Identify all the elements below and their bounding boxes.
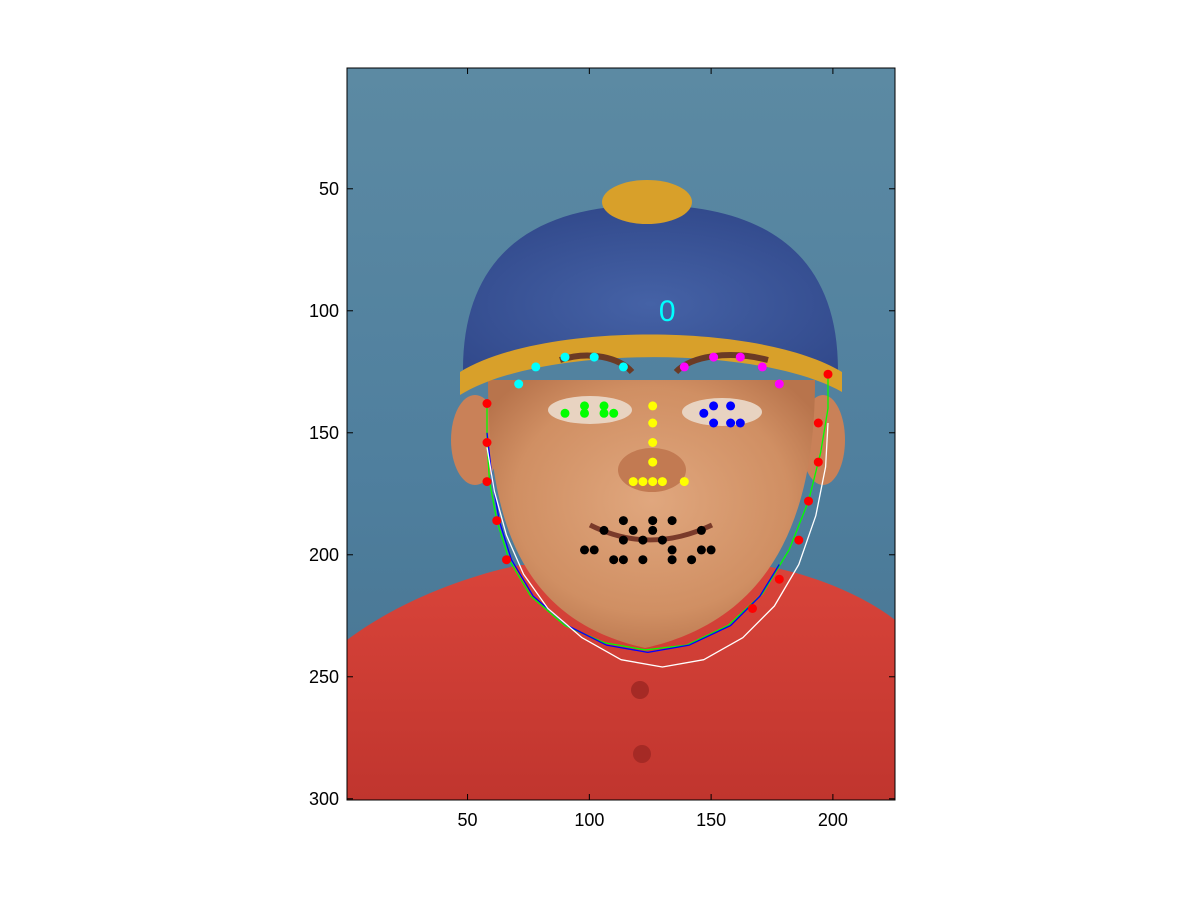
y-tick-label: 200 <box>309 545 339 565</box>
y-tick-label: 50 <box>319 179 339 199</box>
curve-line <box>486 422 829 668</box>
annotation-label: 0 <box>659 295 676 328</box>
landmark-point <box>492 516 502 526</box>
landmark-point <box>709 418 719 428</box>
landmark-point <box>599 408 609 418</box>
landmark-point <box>580 401 589 411</box>
landmark-point <box>648 525 658 535</box>
landmark-point <box>648 477 658 487</box>
landmark-point <box>628 477 638 487</box>
landmark-point <box>774 379 784 389</box>
landmark-point <box>618 516 628 526</box>
landmark-point <box>609 408 619 418</box>
landmark-point <box>589 545 599 555</box>
landmark-point <box>679 477 689 487</box>
landmark-point <box>667 545 677 555</box>
x-tick-label: 100 <box>574 810 604 830</box>
landmark-point <box>482 477 492 487</box>
landmark-point <box>648 418 658 428</box>
landmark-point <box>774 574 784 584</box>
landmark-point <box>618 362 628 372</box>
landmark-point <box>679 362 689 372</box>
landmark-point <box>599 525 609 535</box>
x-tick-label: 50 <box>458 810 478 830</box>
landmark-point <box>794 535 804 545</box>
landmark-point <box>813 418 823 428</box>
landmark-point <box>687 555 697 565</box>
landmark-point <box>709 352 719 362</box>
landmark-point <box>706 545 716 555</box>
landmark-point <box>531 362 541 372</box>
landmark-point <box>648 457 658 467</box>
y-tick-label: 250 <box>309 667 339 687</box>
landmark-point <box>502 555 511 565</box>
landmark-point <box>609 555 619 565</box>
landmark-point <box>748 604 757 613</box>
y-tick-label: 300 <box>309 789 339 809</box>
portrait-image <box>347 68 895 800</box>
y-tick-label: 100 <box>309 301 339 321</box>
x-axis-ticks: 50 100 150 200 <box>458 68 848 830</box>
landmark-point <box>735 352 745 362</box>
landmark-point <box>813 457 823 467</box>
landmark-point <box>699 408 709 418</box>
landmark-point <box>696 525 706 535</box>
landmark-point <box>726 401 736 411</box>
landmark-point <box>589 352 599 362</box>
landmark-point <box>667 555 677 565</box>
landmark-point <box>560 408 570 418</box>
landmark-point <box>482 399 492 408</box>
landmark-point <box>735 418 745 428</box>
axes-box <box>346 67 896 801</box>
jaw-curves <box>486 374 829 668</box>
landmark-point <box>804 496 813 506</box>
landmark-point <box>638 555 648 565</box>
x-tick-label: 150 <box>696 810 726 830</box>
landmark-point <box>580 408 589 418</box>
landmark-point <box>580 545 589 555</box>
landmark-point <box>618 555 628 565</box>
curve-line <box>486 374 829 651</box>
y-tick-label: 150 <box>309 423 339 443</box>
landmark-point <box>757 362 767 372</box>
y-axis-ticks: 50 100 150 200 250 300 <box>309 179 895 809</box>
landmark-point <box>599 401 609 411</box>
landmark-points <box>482 352 833 613</box>
landmark-point <box>726 418 736 428</box>
landmark-point <box>618 535 628 545</box>
landmark-point <box>638 477 648 487</box>
landmark-point <box>648 516 658 526</box>
landmark-point <box>657 477 667 487</box>
landmark-point <box>560 352 570 362</box>
landmark-point <box>667 516 677 526</box>
annotations: 0 <box>659 295 676 328</box>
x-tick-label: 200 <box>818 810 848 830</box>
curve-line <box>486 432 780 654</box>
landmark-point <box>823 369 833 379</box>
landmark-point <box>482 438 492 447</box>
landmark-point <box>657 535 667 545</box>
landmark-point <box>628 525 638 535</box>
landmark-point <box>696 545 706 555</box>
landmark-point <box>709 401 719 411</box>
landmark-point <box>638 535 648 545</box>
landmark-point <box>648 401 658 411</box>
landmark-point <box>648 438 658 447</box>
landmark-point <box>514 379 524 389</box>
